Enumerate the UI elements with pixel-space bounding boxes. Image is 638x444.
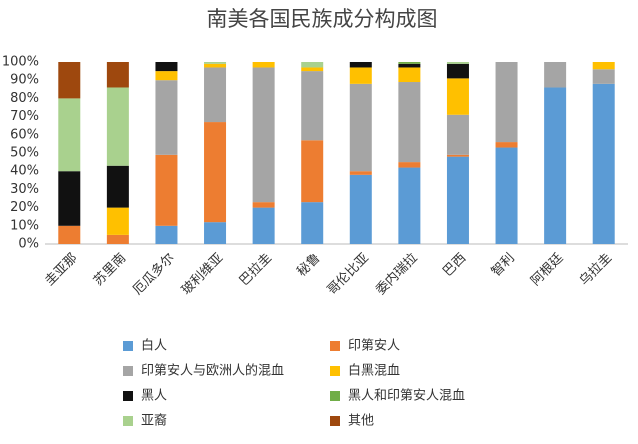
legend-swatch	[330, 416, 340, 426]
bar-segment	[592, 83, 615, 244]
bar-segment	[58, 62, 81, 99]
bar-segment	[446, 78, 469, 115]
x-tick-label: 阿根廷	[528, 251, 566, 289]
bar-segment	[398, 82, 421, 163]
bar-segment	[204, 222, 227, 244]
bar-segment	[349, 67, 372, 84]
bar-segment	[349, 83, 372, 172]
bar-segment	[301, 71, 324, 141]
y-tick-label: 70%	[10, 109, 39, 124]
bar-segment	[398, 63, 421, 68]
bar-segment	[349, 62, 372, 68]
x-tick-label: 哥伦比亚	[325, 251, 372, 298]
bar-segment	[58, 171, 81, 226]
bar-segment	[301, 62, 324, 68]
legend-swatch	[123, 416, 133, 426]
chart-title: 南美各国民族成分构成图	[207, 7, 438, 31]
bar-segment	[58, 98, 81, 172]
bar-segment	[252, 202, 275, 208]
bar-segment	[398, 162, 421, 168]
y-tick-label: 40%	[10, 164, 39, 179]
bar-segment	[446, 154, 469, 157]
bar-segment	[106, 207, 129, 235]
legend-label: 白黑混血	[348, 363, 400, 379]
x-tick-label: 厄瓜多尔	[130, 250, 178, 298]
bar-segment	[301, 202, 324, 244]
legend-swatch	[330, 341, 340, 351]
bar-segment	[495, 147, 518, 244]
bar-segment	[446, 114, 469, 155]
legend-swatch	[123, 391, 133, 401]
bar-segment	[398, 62, 421, 64]
bar-segment	[252, 67, 275, 203]
bar-segment	[155, 71, 178, 81]
bar-segment	[301, 140, 324, 203]
y-tick-label: 60%	[10, 127, 39, 142]
y-tick-label: 50%	[10, 146, 39, 161]
bar-segment	[592, 62, 615, 70]
bar-segment	[204, 67, 227, 123]
bar-segment	[446, 156, 469, 244]
x-tick-label: 圭亚那	[42, 251, 80, 289]
bar-segment	[106, 165, 129, 208]
bar-segment	[204, 122, 227, 223]
bar-segment	[106, 234, 129, 244]
x-tick-label: 乌拉圭	[576, 250, 615, 289]
x-tick-label: 巴西	[440, 251, 469, 280]
bar-segment	[155, 154, 178, 226]
y-tick-label: 0%	[18, 237, 39, 252]
x-tick-label: 苏里南	[90, 250, 129, 289]
y-tick-label: 100%	[2, 55, 39, 70]
legend-label: 白人	[141, 338, 167, 354]
legend-label: 黑人	[141, 389, 167, 404]
legend-label: 其他	[348, 414, 374, 429]
y-tick-label: 90%	[10, 73, 39, 88]
x-tick-label: 玻利维亚	[179, 251, 226, 298]
bar-segment	[106, 87, 129, 166]
bar-segment	[204, 63, 227, 68]
bar-segment	[544, 62, 567, 88]
bar-segment	[349, 171, 372, 175]
bar-segment	[252, 62, 275, 68]
bar-segment	[155, 62, 178, 72]
bar-segment	[398, 167, 421, 244]
x-tick-label: 秘鲁	[295, 251, 324, 280]
x-tick-label: 巴拉圭	[237, 251, 275, 289]
bar-segment	[446, 63, 469, 79]
bar-segment	[495, 142, 518, 148]
legend-label: 黑人和印第安人混血	[348, 389, 465, 404]
y-tick-label: 80%	[10, 91, 39, 106]
y-tick-label: 20%	[10, 200, 39, 215]
legend-swatch	[330, 366, 340, 376]
legend-swatch	[123, 366, 133, 376]
legend-swatch	[330, 391, 340, 401]
bar-segment	[592, 69, 615, 84]
bar-segment	[398, 67, 421, 83]
bar-segment	[204, 62, 227, 64]
bar-segment	[252, 207, 275, 244]
bar-segment	[446, 62, 469, 64]
x-tick-label: 智利	[489, 251, 518, 280]
bar-segment	[155, 80, 178, 155]
y-tick-label: 10%	[10, 218, 39, 233]
legend-label: 印第安人与欧洲人的混血	[141, 363, 284, 379]
bar-segment	[58, 225, 81, 244]
x-tick-label: 委内瑞拉	[373, 250, 421, 298]
legend-label: 印第安人	[348, 339, 400, 354]
legend-label: 亚裔	[141, 413, 167, 429]
y-tick-label: 30%	[10, 182, 39, 197]
bar-segment	[544, 87, 567, 244]
legend-swatch	[123, 341, 133, 351]
bar-segment	[349, 174, 372, 244]
bar-segment	[301, 67, 324, 72]
bar-segment	[106, 62, 129, 88]
bar-segment	[155, 225, 178, 244]
bar-segment	[495, 62, 518, 143]
